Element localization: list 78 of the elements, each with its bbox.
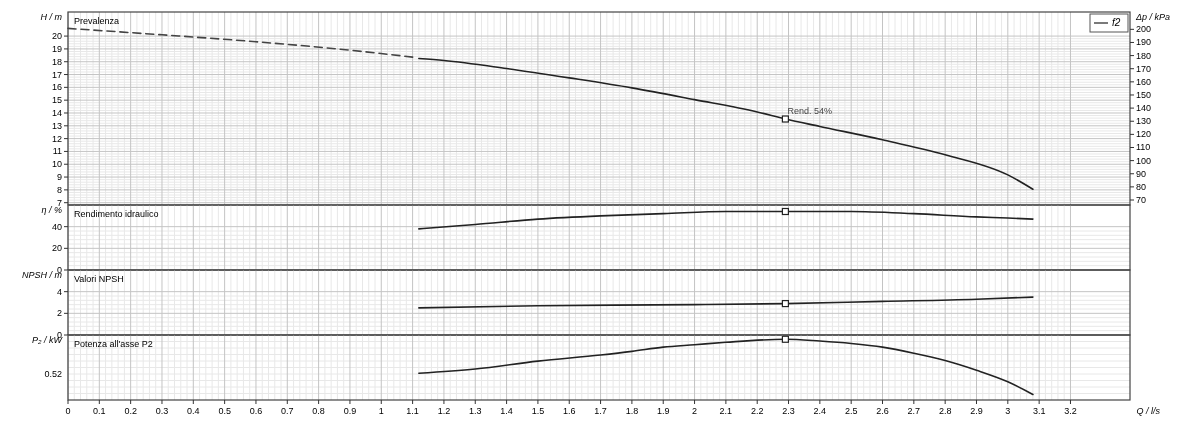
y2-tick-label: 110 <box>1136 142 1151 153</box>
text: 0.52 <box>44 369 62 379</box>
x-tick-label: 0.8 <box>312 406 325 416</box>
x-tick-label: 0.3 <box>155 406 169 416</box>
y2-tick-label: 200 <box>1136 24 1152 35</box>
y-tick-label: 20 <box>51 243 62 254</box>
x-tick-label: 1.6 <box>562 406 576 416</box>
x-tick-label: 0.1 <box>93 406 106 416</box>
y-tick-label: 4 <box>56 286 62 297</box>
y-tick-label: 16 <box>51 82 62 93</box>
x-tick-label: 0.4 <box>187 406 200 416</box>
y-axis-title: H / m <box>40 12 63 22</box>
x-axis-title: Q / l/s <box>1136 406 1161 416</box>
x-tick-label: 1.2 <box>437 406 451 416</box>
x-tick-label: 2.4 <box>813 406 827 416</box>
x-tick-label: 2 <box>692 406 698 416</box>
chart-title: Rendimento idraulico <box>74 209 159 219</box>
y2-tick-label: 170 <box>1136 63 1152 74</box>
x-tick-label: 0.9 <box>343 406 357 416</box>
y-tick-label: 9 <box>56 172 62 183</box>
y2-tick-label: 100 <box>1136 155 1152 166</box>
y2-tick-label: 70 <box>1136 195 1147 206</box>
x-tick-label: 3 <box>1005 406 1011 416</box>
x-tick-label: 2.9 <box>970 406 983 416</box>
y-tick-label: 40 <box>51 221 62 232</box>
x-tick-label: 2.3 <box>782 406 795 416</box>
y2-tick-label: 140 <box>1136 103 1152 114</box>
y-tick-label: 20 <box>51 31 62 42</box>
x-tick-label: 1.9 <box>656 406 670 416</box>
x-tick-label: 0.6 <box>249 406 263 416</box>
y2-tick-label: 180 <box>1136 50 1152 61</box>
text: Prevalenza <box>74 16 120 26</box>
x-tick-label: 3.2 <box>1064 406 1077 416</box>
y-tick-label: 14 <box>51 107 62 118</box>
x-tick-label: 1.8 <box>625 406 639 416</box>
y2-tick-label: 80 <box>1136 181 1147 192</box>
x-tick-label: 3.1 <box>1032 406 1046 416</box>
y2-tick-label: 190 <box>1136 37 1152 48</box>
y-tick-label: 12 <box>51 133 62 144</box>
y2-tick-label: 160 <box>1136 76 1152 87</box>
y-tick-label: 2 <box>56 308 62 319</box>
y-tick-label: 17 <box>51 69 62 80</box>
x-tick-label: 2.5 <box>844 406 858 416</box>
x-tick-label: 2.8 <box>938 406 952 416</box>
x-tick-label: 2.1 <box>719 406 733 416</box>
y2-tick-label: 90 <box>1136 168 1147 179</box>
y-tick-label: 13 <box>51 120 62 131</box>
x-tick-label: 1.3 <box>469 406 482 416</box>
chart-title: Valori NPSH <box>74 274 124 284</box>
chart-title: Potenza all'asse P2 <box>74 339 153 349</box>
y-tick-label: 19 <box>51 43 62 54</box>
x-tick-label: 1.4 <box>500 406 513 416</box>
y-tick-label: 8 <box>56 184 62 195</box>
x-tick-label: 2.6 <box>876 406 889 416</box>
x-tick-label: 0 <box>65 406 71 416</box>
y2-axis-title: Δp / kPa <box>1135 12 1171 22</box>
line-series <box>418 57 1034 191</box>
y2-tick-label: 130 <box>1136 116 1152 127</box>
y-tick-label: 11 <box>52 146 62 157</box>
y-tick-label: 15 <box>51 95 62 106</box>
x-tick-label: 1.1 <box>406 406 419 416</box>
x-tick-label: 1.5 <box>531 406 545 416</box>
x-tick-label: 0.5 <box>218 406 231 416</box>
y-tick-label: 18 <box>51 56 62 67</box>
x-tick-label: 0.2 <box>124 406 137 416</box>
y-axis-title: η / % <box>41 205 62 215</box>
x-tick-label: 2.2 <box>750 406 764 416</box>
y2-tick-label: 120 <box>1136 129 1152 140</box>
x-tick-label: 1.7 <box>594 406 607 416</box>
y-tick-label: 10 <box>51 159 62 170</box>
x-tick-label: 0.7 <box>281 406 294 416</box>
legend-label: f2 <box>1112 17 1121 28</box>
x-tick-label: 2.7 <box>907 406 921 416</box>
y-tick-label: 7 <box>56 197 62 208</box>
line-series <box>418 296 1034 309</box>
annotation: Rend. 54% <box>787 106 832 117</box>
x-tick-label: 1 <box>378 406 384 416</box>
y2-tick-label: 150 <box>1136 89 1152 100</box>
